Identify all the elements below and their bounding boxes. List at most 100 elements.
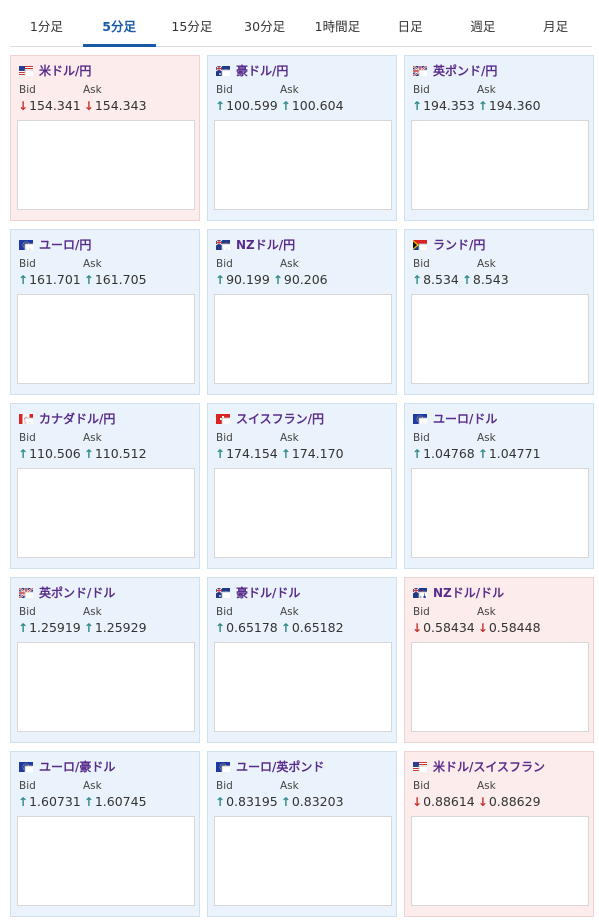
tab-30min[interactable]: 30分足 [244, 19, 286, 34]
card-title: 10:2011:2012:201.2591.2585英ポンド/ドル [18, 584, 189, 674]
pair-name[interactable]: ユーロ/豪ドル [39, 759, 116, 774]
currency-card[interactable]: 10:2011:2012:200.5850.5840.583NZドル/ドルBid… [404, 577, 594, 743]
currency-card[interactable]: 10:2011:2012:201.2591.2585英ポンド/ドルBidAsk↑… [10, 577, 200, 743]
price-labels: Bid Ask [19, 780, 102, 792]
currency-card[interactable]: 10:2011:2012:20161.8161.7161.6161.5ユーロ/円… [10, 229, 200, 395]
arrow-up-icon: ↑ [280, 99, 291, 113]
pair-name[interactable]: スイスフラン/円 [236, 411, 325, 426]
ask-value: 1.04771 [488, 446, 541, 461]
arrow-up-icon: ↑ [280, 795, 291, 809]
arrow-up-icon: ↑ [412, 273, 423, 287]
card-title: 10:2011:2012:208.548.538.52ランド/円 [413, 236, 574, 326]
currency-card[interactable]: 10:2011:2012:208.548.538.52ランド/円BidAsk↑8… [404, 229, 594, 395]
bid-value: 110.506 [29, 446, 81, 461]
nz-flag-icon: 10:2011:2012:2090.490.390.290.1 [215, 235, 377, 326]
ch-flag-icon: 10:2011:2012:20174.2174 [216, 409, 381, 500]
pair-name[interactable]: 米ドル/スイスフラン [433, 759, 546, 774]
candlestick-chart[interactable] [214, 642, 392, 732]
candlestick-chart[interactable] [411, 294, 589, 384]
candlestick-chart[interactable] [214, 294, 392, 384]
arrow-up-icon: ↑ [412, 447, 423, 461]
arrow-down-icon: ↓ [83, 99, 94, 113]
price-values: ↑100.599 ↑100.604 [215, 98, 347, 113]
ask-value: 0.65182 [291, 620, 344, 635]
currency-card[interactable]: 10:2011:2012:2090.490.390.290.1NZドル/円 Bid… [207, 229, 397, 395]
currency-card[interactable]: 10:2011:2012:200.88680.88660.88640.8862米… [404, 751, 594, 917]
ask-value: 194.360 [488, 98, 541, 113]
ask-price: ↑1.60745 [84, 794, 147, 809]
ask-label: Ask [280, 780, 299, 792]
pair-name[interactable]: NZドル/ドル [433, 585, 505, 600]
pair-name[interactable]: NZドル/円 [236, 237, 296, 252]
candlestick-chart[interactable] [214, 468, 392, 558]
pair-name[interactable]: 米ドル/円 [39, 63, 92, 78]
card-title: 10:2011:2012:20154.5154.4154.3154.2米ドル/円 [19, 62, 185, 152]
candlestick-chart[interactable] [17, 120, 195, 210]
tab-monthly[interactable]: 月足 [543, 19, 569, 34]
plot-area [221, 591, 359, 660]
candlestick-chart[interactable] [17, 294, 195, 384]
pair-name[interactable]: 英ポンド/円 [433, 63, 498, 78]
price-values: ↓0.88614 ↓0.88629 [412, 794, 544, 809]
tab-daily[interactable]: 日足 [397, 19, 423, 34]
pair-name[interactable]: ユーロ/ドル [433, 411, 498, 426]
price-labels: Bid Ask [216, 258, 299, 270]
candlestick-chart[interactable] [17, 468, 195, 558]
arrow-up-icon: ↑ [83, 795, 94, 809]
ask-price: ↑161.705 [84, 272, 147, 287]
currency-card[interactable]: 10:2011:2012:201.04751.047ユーロ/ドルBidAsk↑1… [404, 403, 594, 569]
pair-name[interactable]: カナダドル/円 [39, 411, 116, 426]
tab-5min[interactable]: 5分足 [82, 8, 156, 47]
card-title: 10:2011:2012:201.6081.607ユーロ/豪ドル [19, 758, 184, 848]
candlestick-chart[interactable] [214, 816, 392, 906]
candlestick-chart[interactable] [17, 642, 195, 732]
price-labels: Bid Ask [216, 432, 299, 444]
candlestick-chart[interactable] [411, 468, 589, 558]
ask-label: Ask [83, 780, 102, 792]
currency-card[interactable]: 10:2011:2012:20154.5154.4154.3154.2米ドル/円… [10, 55, 200, 221]
price-values: ↑1.04768 ↑1.04771 [412, 446, 544, 461]
candlestick-chart[interactable] [411, 642, 589, 732]
ask-price: ↓0.88629 [478, 794, 541, 809]
arrow-up-icon: ↑ [412, 99, 423, 113]
pair-name[interactable]: ランド/円 [433, 237, 486, 252]
bid-label: Bid [19, 258, 36, 270]
pair-name[interactable]: 豪ドル/ドル [236, 585, 301, 600]
currency-card[interactable]: 10:2011:2012:200.6520.6515豪ドル/ドルBidAsk↑0… [207, 577, 397, 743]
arrow-up-icon: ↑ [83, 447, 94, 461]
currency-card[interactable]: 10:2011:2012:200.8320.83190.8318ユーロ/英ポンド… [207, 751, 397, 917]
plot-area [221, 765, 359, 834]
candlestick-chart[interactable] [411, 120, 589, 210]
pair-name[interactable]: 豪ドル/円 [236, 63, 289, 78]
arrow-down-icon: ↓ [412, 621, 423, 635]
bid-value: 90.199 [226, 272, 270, 287]
tab-1hour[interactable]: 1時間足 [314, 19, 361, 34]
bid-value: 161.701 [29, 272, 81, 287]
bid-label: Bid [413, 606, 430, 618]
ask-value: 1.60745 [94, 794, 147, 809]
bid-price: ↑174.154 [215, 446, 278, 461]
ask-value: 90.206 [283, 272, 328, 287]
pair-name[interactable]: ユーロ/円 [39, 237, 92, 252]
tab-1min[interactable]: 1分足 [29, 19, 63, 34]
ask-label: Ask [280, 432, 299, 444]
bid-value: 8.534 [423, 272, 459, 287]
tab-weekly[interactable]: 週足 [470, 19, 496, 34]
tab-15min[interactable]: 15分足 [171, 19, 213, 34]
pair-name[interactable]: ユーロ/英ポンド [236, 759, 325, 774]
plot-area [418, 417, 556, 486]
ask-value: 100.604 [291, 98, 344, 113]
arrow-up-icon: ↑ [83, 273, 94, 287]
price-values: ↑1.25919 ↑1.25929 [18, 620, 150, 635]
currency-card[interactable]: 10:2011:2012:20194.4194.2英ポンド/円BidAsk↑19… [404, 55, 594, 221]
candlestick-chart[interactable] [214, 120, 392, 210]
pair-name[interactable]: 英ポンド/ドル [39, 585, 116, 600]
currency-card[interactable]: 10:2011:2012:20110.6110.5110.4カナダドル/円Bid… [10, 403, 200, 569]
candlestick-chart[interactable] [17, 816, 195, 906]
candlestick-chart[interactable] [411, 816, 589, 906]
arrow-down-icon: ↓ [477, 795, 488, 809]
eu-flag-icon: 10:2011:2012:20161.8161.7161.6161.5 [19, 235, 185, 326]
